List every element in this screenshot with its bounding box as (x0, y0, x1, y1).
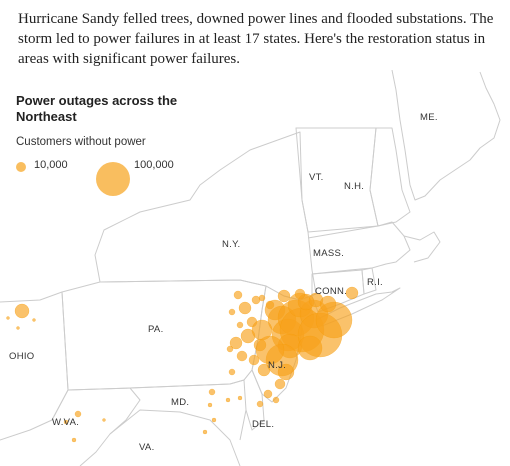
outage-bubble (228, 308, 236, 316)
outage-bubble (277, 363, 295, 381)
legend-large-bubble (96, 162, 130, 196)
outage-bubble (251, 319, 273, 341)
outage-bubble (263, 389, 273, 399)
state-borders (0, 70, 501, 466)
state-label-del: DEL. (252, 419, 274, 430)
outage-bubble (32, 318, 36, 322)
outage-bubble (319, 295, 337, 313)
state-label-ri: R.I. (367, 277, 383, 288)
outage-bubble (226, 345, 234, 353)
outage-bubble (63, 419, 69, 425)
new-york-border (94, 131, 317, 301)
state-label-pa: PA. (148, 324, 164, 335)
state-label-me: ME. (420, 112, 438, 123)
outage-bubble (225, 397, 231, 403)
state-label-ny: N.Y. (222, 239, 240, 250)
outage-bubble (102, 418, 106, 422)
state-label-ohio: OHIO (9, 351, 34, 362)
outage-bubble (236, 321, 244, 329)
outage-bubble (208, 388, 216, 396)
legend-small-label: 10,000 (34, 159, 68, 171)
outage-map: ME. VT. N.H. N.Y. MASS. R.I. CONN. PA. N… (0, 70, 501, 466)
state-label-md: MD. (171, 397, 189, 408)
outage-bubble (211, 417, 217, 423)
outage-bubble (248, 354, 260, 366)
outage-bubble (14, 303, 30, 319)
outage-bubble (16, 326, 20, 330)
state-labels: ME. VT. N.H. N.Y. MASS. R.I. CONN. PA. N… (9, 112, 438, 453)
outage-bubble (256, 400, 264, 408)
state-label-va: VA. (139, 442, 155, 453)
outage-bubble (345, 286, 359, 300)
outage-bubble (277, 289, 291, 303)
outage-bubble (251, 295, 261, 305)
outage-bubble (238, 301, 252, 315)
virginia-border (109, 409, 241, 466)
outage-bubble (297, 335, 323, 361)
state-label-nj: N.J. (268, 360, 286, 371)
cape-cod-coast (403, 231, 441, 263)
outage-bubble (233, 290, 243, 300)
outage-bubble (236, 350, 248, 362)
legend-title: Power outages across the Northeast (16, 93, 178, 124)
legend-subtitle: Customers without power (16, 136, 146, 148)
massachusetts-border (307, 221, 411, 275)
outage-bubble (229, 336, 243, 350)
maine-border (391, 70, 501, 201)
outage-bubble (274, 378, 286, 390)
outage-bubble (294, 288, 306, 300)
outage-bubble (237, 395, 243, 401)
outage-bubble (74, 410, 82, 418)
state-label-wva: W.VA. (52, 417, 79, 428)
outage-bubble (6, 316, 10, 320)
long-island-coast (315, 287, 401, 327)
state-label-mass: MASS. (313, 248, 344, 259)
outage-bubble (207, 402, 213, 408)
state-label-conn: CONN. (315, 286, 347, 297)
outage-bubble (71, 437, 77, 443)
intro-text: Hurricane Sandy felled trees, downed pow… (18, 11, 494, 67)
outage-bubble (258, 294, 266, 302)
state-label-vt: VT. (309, 172, 324, 183)
rhode-island-border (361, 267, 377, 295)
outage-bubble (202, 429, 208, 435)
outage-bubble (228, 368, 236, 376)
legend-large-label: 100,000 (134, 159, 174, 171)
state-label-nh: N.H. (344, 181, 364, 192)
outage-bubble (272, 396, 280, 404)
west-virginia-border (51, 387, 141, 466)
delaware-border (243, 369, 265, 431)
outage-bubbles (6, 286, 359, 443)
legend-small-bubble (16, 162, 26, 172)
